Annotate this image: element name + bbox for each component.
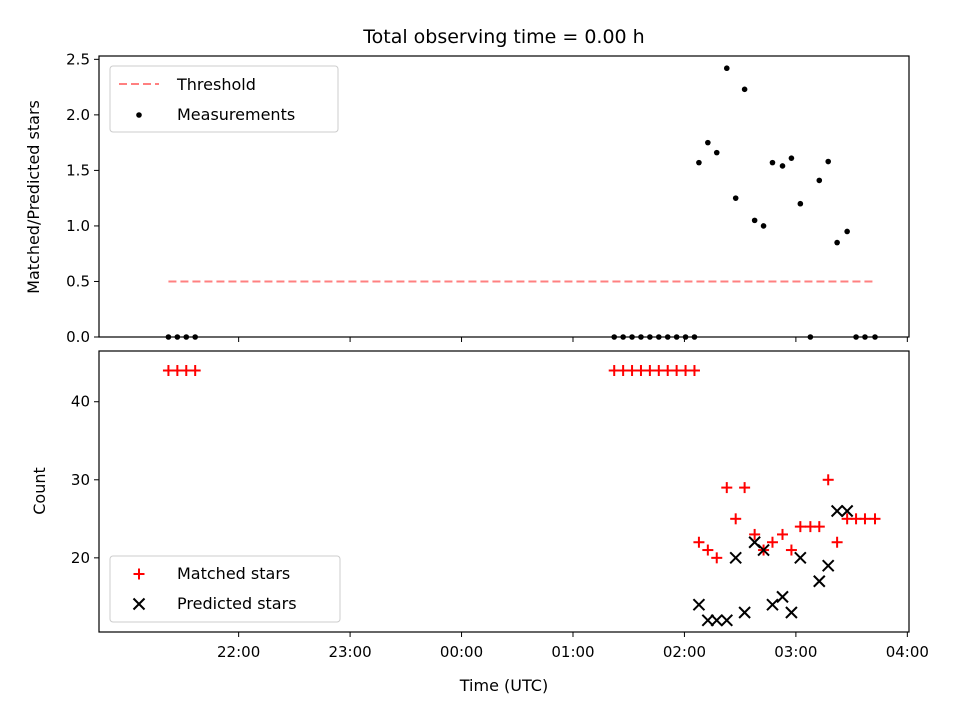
x-tick-label: 00:00 xyxy=(440,643,483,661)
predicted-star-point xyxy=(729,551,742,565)
measurement-point xyxy=(825,158,832,165)
x-tick-label: 23:00 xyxy=(328,643,371,661)
top-y-tick-label: 2.5 xyxy=(66,50,90,68)
matched-star-point xyxy=(693,536,705,548)
predicted-star-point xyxy=(840,504,854,518)
x-tick-label: 22:00 xyxy=(217,643,260,661)
predicted-star-point xyxy=(701,614,715,627)
matched-star-point xyxy=(711,552,723,564)
bottom-y-tick-label: 40 xyxy=(71,393,90,411)
x-tick-label: 03:00 xyxy=(774,643,817,661)
predicted-star-point xyxy=(785,606,798,619)
top-panel-frame xyxy=(98,55,910,338)
bottom-y-tick-label: 30 xyxy=(71,471,90,489)
legend-measurements-label: Measurements xyxy=(177,105,295,124)
top-legend-box xyxy=(109,65,339,133)
measurement-point xyxy=(797,200,804,207)
matched-star-point xyxy=(831,536,843,548)
predicted-star-point xyxy=(757,543,770,557)
predicted-star-point xyxy=(720,614,733,627)
measurement-point xyxy=(779,163,786,169)
x-tick-label: 04:00 xyxy=(886,643,929,661)
matched-star-point xyxy=(794,521,806,533)
legend-matched-swatch xyxy=(133,568,145,580)
predicted-star-point xyxy=(710,614,723,627)
predicted-star-point xyxy=(692,598,706,611)
measurement-point xyxy=(713,149,720,156)
matched-star-point xyxy=(859,513,871,525)
predicted-star-point xyxy=(813,575,826,588)
measurement-point xyxy=(723,65,730,72)
measurement-point xyxy=(760,223,767,229)
legend-matched-label: Matched stars xyxy=(177,564,290,583)
matched-star-point xyxy=(785,544,797,556)
measurement-point xyxy=(816,177,823,184)
top-y-tick-label: 1.0 xyxy=(66,217,90,235)
predicted-star-point xyxy=(794,551,807,565)
bottom-legend: Matched stars Predicted stars xyxy=(109,555,341,623)
measurement-point xyxy=(732,195,739,201)
matched-star-point xyxy=(189,365,201,377)
matched-star-point xyxy=(777,528,789,540)
matched-star-point xyxy=(702,544,714,556)
matched-star-point xyxy=(730,513,742,525)
bottom-panel: 20 30 40 22:00 23:00 00:00 01:00 02:00 03:00 04:0… xyxy=(71,350,929,661)
top-y-tick-label: 2.0 xyxy=(66,106,90,124)
bottom-y-tick-label: 20 xyxy=(71,549,90,567)
matched-star-point xyxy=(749,528,761,540)
bottom-y-axis-label: Count xyxy=(30,467,49,515)
x-axis-label: Time (UTC) xyxy=(459,676,548,695)
top-legend: Threshold Measurements xyxy=(109,65,339,133)
measurement-point xyxy=(705,139,711,146)
predicted-star-point xyxy=(776,590,789,604)
measurement-point xyxy=(751,217,758,224)
measurement-point xyxy=(741,86,748,93)
legend-predicted-swatch xyxy=(132,597,146,611)
top-y-axis-label: Matched/Predicted stars xyxy=(24,100,43,294)
top-panel: 0.0 0.5 1.0 1.5 2.0 2.5 Threshold Measurements xyxy=(66,50,910,346)
predicted-star-point xyxy=(766,598,779,611)
predicted-star-point xyxy=(830,504,844,518)
matched-star-point xyxy=(869,513,881,525)
matched-star-point xyxy=(766,536,778,548)
matched-star-point xyxy=(739,482,751,494)
matched-star-point xyxy=(822,474,834,486)
top-y-tick-label: 1.5 xyxy=(66,161,90,179)
predicted-star-point xyxy=(821,559,835,572)
measurement-point xyxy=(696,159,702,166)
bottom-legend-box xyxy=(109,555,341,623)
measurement-point xyxy=(788,155,795,161)
matched-star-point xyxy=(688,365,700,377)
legend-threshold-label: Threshold xyxy=(176,75,256,94)
legend-predicted-label: Predicted stars xyxy=(177,594,297,613)
measurement-point xyxy=(834,239,840,246)
measurement-point xyxy=(769,159,776,166)
predicted-star-point xyxy=(738,606,751,619)
x-tick-label: 02:00 xyxy=(663,643,706,661)
top-y-tick-label: 0.5 xyxy=(66,272,90,290)
x-tick-label: 01:00 xyxy=(551,643,594,661)
top-y-tick-label: 0.0 xyxy=(66,328,90,346)
matched-star-point xyxy=(721,482,733,494)
bottom-panel-frame xyxy=(98,350,910,633)
chart-title: Total observing time = 0.00 h xyxy=(362,26,644,48)
matched-star-point xyxy=(813,521,825,533)
legend-measurements-swatch xyxy=(136,112,142,118)
measurement-point xyxy=(844,228,850,235)
